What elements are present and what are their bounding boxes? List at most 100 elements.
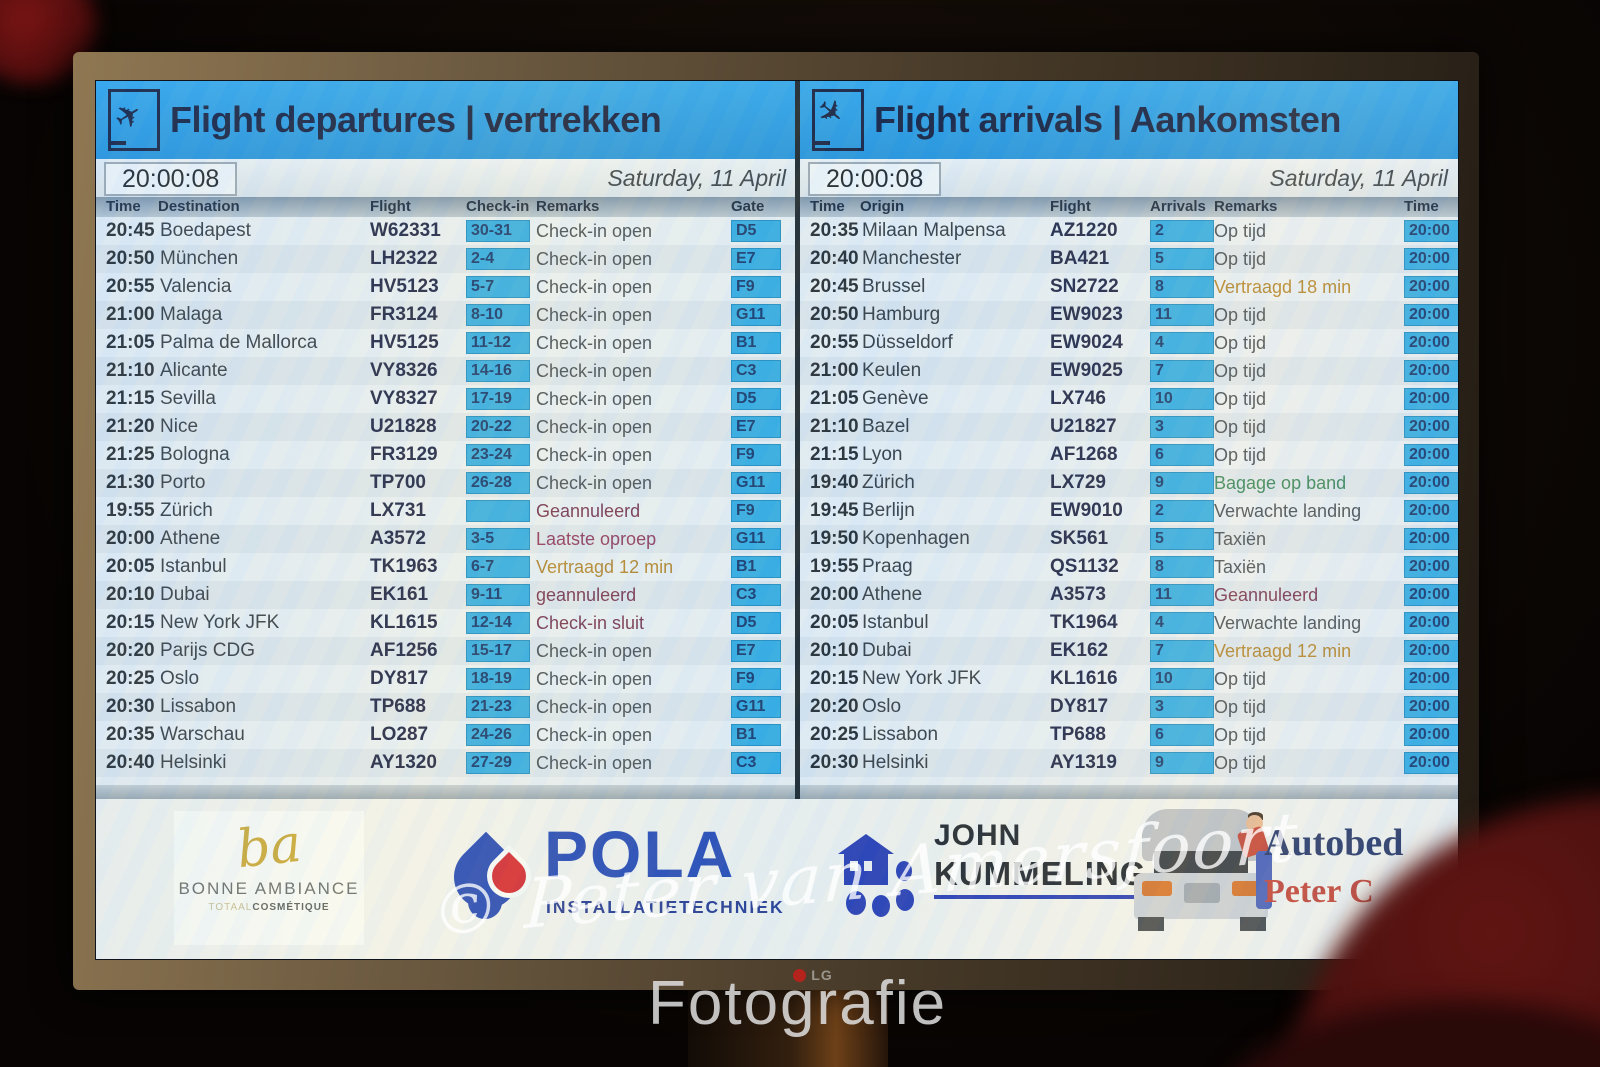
flight-number-cell: LX746 — [1050, 388, 1106, 409]
monitor-bezel: ✈ Flight departures | vertrekken 20:00:0… — [73, 52, 1479, 990]
city-cell: Bologna — [160, 444, 230, 465]
value-box: 4 — [1150, 332, 1214, 354]
value-box: 9 — [1150, 472, 1214, 494]
departures-column-header: Time — [106, 198, 141, 215]
city-cell: Helsinki — [160, 752, 227, 773]
remark-cell: Bagage op band — [1214, 472, 1347, 493]
remark-cell: Op tijd — [1214, 416, 1267, 437]
arrival-time-cell: 20:00 — [1404, 668, 1458, 690]
city-cell: Warschau — [160, 724, 245, 745]
arrivals-table-row: 20:00 Athene A3573 11 Geannuleerd 20:00 — [800, 581, 1458, 609]
remark-cell: geannuleerd — [536, 584, 637, 605]
remark-cell: Taxiën — [1214, 556, 1267, 577]
arrivals-table-row: 19:45 Berlijn EW9010 2 Verwachte landing 20:0… — [800, 497, 1458, 525]
pola-logo: POLA INSTALLATIETECHNIEK — [440, 805, 783, 953]
departures-table-row: 21:10 Alicante VY8326 14-16 Check-in open C3 — [96, 357, 796, 385]
flight-info-screen: ✈ Flight departures | vertrekken 20:00:0… — [95, 80, 1459, 960]
flight-number-cell: AF1256 — [370, 640, 438, 661]
flight-number-cell: U21827 — [1050, 416, 1117, 437]
city-cell: Nice — [160, 416, 199, 437]
arrival-time-cell: 20:00 — [1404, 472, 1458, 494]
city-cell: Hamburg — [862, 304, 941, 325]
remark-cell: Vertraagd 12 min — [1214, 640, 1352, 661]
arrivals-table-row: 20:40 Manchester BA421 5 Op tijd 20:00 — [800, 245, 1458, 273]
arrival-time-cell: 20:00 — [1404, 556, 1458, 578]
gate-cell: F9 — [731, 276, 796, 298]
arrival-time-cell: 20:00 — [1404, 248, 1458, 270]
bottom-gray-bar — [96, 785, 1458, 799]
departures-table-row: 20:25 Oslo DY817 18-19 Check-in open F9 — [96, 665, 796, 693]
departure-plane-icon: ✈ — [107, 89, 160, 151]
gate-cell: G11 — [731, 528, 796, 550]
value-box: 20:00 — [1404, 304, 1458, 326]
departures-panel: ✈ Flight departures | vertrekken 20:00:0… — [96, 81, 796, 777]
value-box: C3 — [731, 584, 781, 606]
arrivals-table-row: 20:15 New York JFK KL1616 10 Op tijd 20:00 — [800, 665, 1458, 693]
flight-number-cell: U21828 — [370, 416, 437, 437]
arrival-time-cell: 20:00 — [1404, 696, 1458, 718]
departures-table-row: 20:30 Lissabon TP688 21-23 Check-in open G11 — [96, 693, 796, 721]
arrival-time-cell: 20:00 — [1404, 276, 1458, 298]
flight-number-cell: AZ1220 — [1050, 220, 1118, 241]
arrivals-column-header: Flight — [1050, 198, 1091, 215]
value-box: 7 — [1150, 360, 1214, 382]
time-cell: 20:40 — [106, 752, 155, 773]
time-cell: 20:20 — [810, 696, 859, 717]
city-cell: Helsinki — [862, 752, 929, 773]
value-box: 14-16 — [466, 360, 530, 382]
arrivals-table-row: 20:50 Hamburg EW9023 11 Op tijd 20:00 — [800, 301, 1458, 329]
flight-number-cell: EW9025 — [1050, 360, 1123, 381]
value-box: 11 — [1150, 304, 1214, 326]
departures-table-row: 21:30 Porto TP700 26-28 Check-in open G11 — [96, 469, 796, 497]
value-box: 18-19 — [466, 668, 530, 690]
value-box: 2 — [1150, 220, 1214, 242]
flight-number-cell: EK161 — [370, 584, 429, 605]
remark-cell: Op tijd — [1214, 724, 1267, 745]
value-box: 12-14 — [466, 612, 530, 634]
city-cell: Istanbul — [862, 612, 929, 633]
arrivals-table-row: 20:45 Brussel SN2722 8 Vertraagd 18 min 20:00 — [800, 273, 1458, 301]
belt-cell: 6 — [1150, 724, 1214, 746]
city-cell: München — [160, 248, 239, 269]
departures-table-row: 21:15 Sevilla VY8327 17-19 Check-in open D5 — [96, 385, 796, 413]
belt-cell: 4 — [1150, 332, 1214, 354]
time-cell: 21:00 — [810, 360, 859, 381]
gate-cell: C3 — [731, 360, 796, 382]
flight-number-cell: A3572 — [370, 528, 426, 549]
gate-cell: G11 — [731, 696, 796, 718]
time-cell: 20:45 — [810, 276, 859, 297]
departures-column-header: Gate — [731, 198, 765, 215]
remark-cell: Check-in open — [536, 752, 653, 773]
city-cell: Palma de Mallorca — [160, 332, 318, 353]
value-box: D5 — [731, 220, 781, 242]
person-shoulder-foreground — [1210, 1000, 1600, 1067]
flight-number-cell: EK162 — [1050, 640, 1109, 661]
remark-cell: Op tijd — [1214, 360, 1267, 381]
arrivals-date: Saturday, 11 April — [1269, 164, 1448, 191]
departures-column-header: Remarks — [536, 198, 600, 215]
value-box: 20:00 — [1404, 472, 1458, 494]
departures-table-row: 20:00 Athene A3572 3-5 Laatste oproep G11 — [96, 525, 796, 553]
remark-cell: Check-in open — [536, 668, 653, 689]
value-box: 3 — [1150, 416, 1214, 438]
checkin-cell: 2-4 — [466, 248, 536, 270]
city-cell: Praag — [862, 556, 913, 577]
value-box: E7 — [731, 248, 781, 270]
departures-column-header: Check-in — [466, 198, 530, 215]
value-box: E7 — [731, 640, 781, 662]
time-cell: 20:00 — [106, 528, 155, 549]
departures-column-header: Destination — [158, 198, 240, 215]
checkin-cell: 27-29 — [466, 752, 536, 774]
city-cell: Parijs CDG — [160, 640, 256, 661]
remark-cell: Check-in open — [536, 472, 653, 493]
city-cell: Milaan Malpensa — [862, 220, 1006, 241]
checkin-cell: 30-31 — [466, 220, 536, 242]
remark-cell: Check-in open — [536, 332, 653, 353]
gate-cell: B1 — [731, 332, 796, 354]
remark-cell: Check-in open — [536, 388, 653, 409]
value-box: 3 — [1150, 696, 1214, 718]
belt-cell: 6 — [1150, 444, 1214, 466]
arrivals-table-row: 20:55 Düsseldorf EW9024 4 Op tijd 20:00 — [800, 329, 1458, 357]
remark-cell: Op tijd — [1214, 444, 1267, 465]
flight-number-cell: LO287 — [370, 724, 429, 745]
